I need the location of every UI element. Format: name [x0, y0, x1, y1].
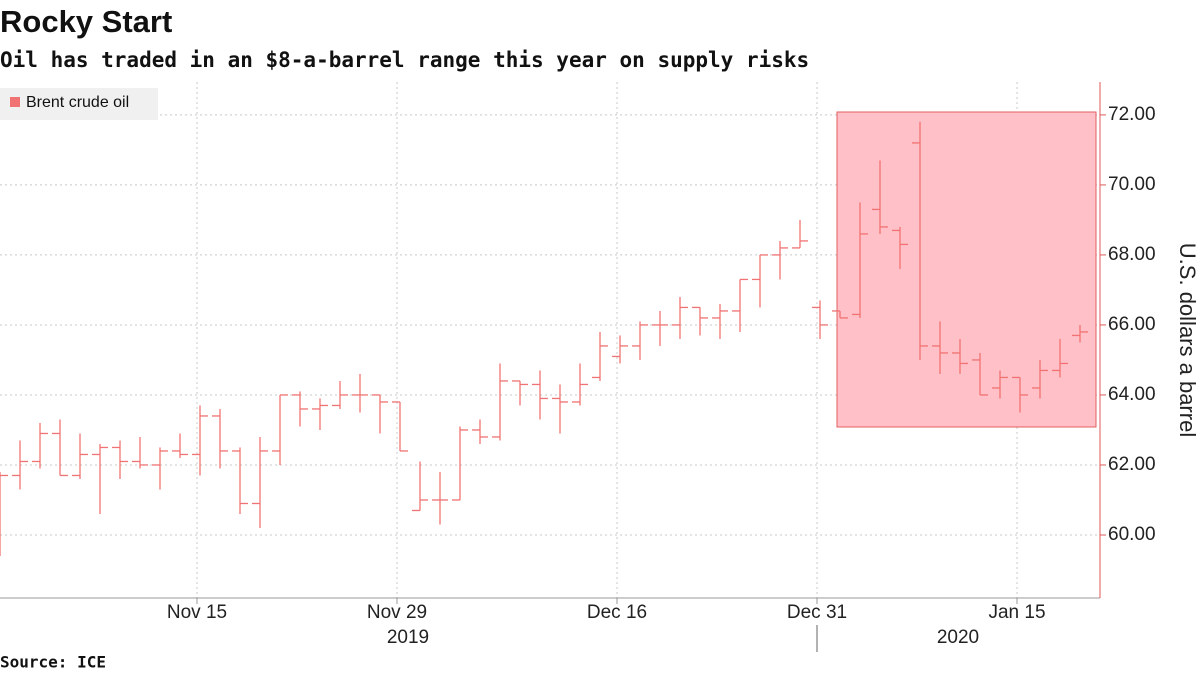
y-tick-label: 60.00 — [1108, 524, 1156, 545]
legend-box — [0, 88, 158, 120]
x-group-label: 2020 — [937, 627, 979, 648]
y-tick-label: 66.00 — [1108, 314, 1156, 335]
highlight-box — [836, 111, 1097, 428]
x-group-label: 2019 — [387, 627, 429, 648]
y-tick-label: 72.00 — [1108, 104, 1156, 125]
legend-swatch — [10, 97, 20, 107]
legend: Brent crude oil — [0, 88, 158, 120]
chart-subtitle: Oil has traded in an $8-a-barrel range t… — [0, 48, 809, 72]
source: Source: ICE — [0, 653, 106, 672]
y-tick-label: 68.00 — [1108, 244, 1156, 265]
x-tick-label: Dec 16 — [587, 602, 647, 623]
y-tick-label: 62.00 — [1108, 454, 1156, 475]
chart-title: Rocky Start — [0, 4, 172, 39]
x-tick-label: Dec 31 — [787, 602, 847, 623]
y-tick-label: 64.00 — [1108, 384, 1156, 405]
x-tick-label: Jan 15 — [988, 602, 1045, 623]
y-tick-label: 70.00 — [1108, 174, 1156, 195]
y-axis-label: U.S. dollars a barrel — [1175, 243, 1200, 437]
legend-label: Brent crude oil — [26, 94, 129, 111]
ohlc-bars — [0, 121, 1088, 556]
x-tick-label: Nov 29 — [367, 602, 427, 623]
x-tick-label: Nov 15 — [167, 602, 227, 623]
